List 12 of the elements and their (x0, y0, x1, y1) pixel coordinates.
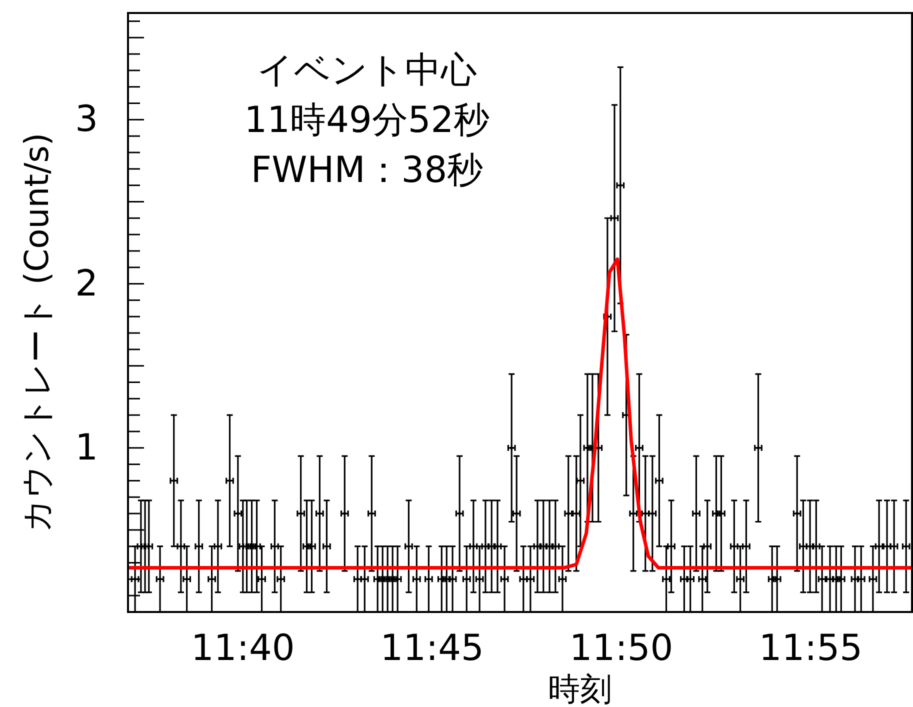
x-tick-label: 11:45 (380, 628, 484, 669)
x-tick-label: 11:40 (191, 628, 295, 669)
y-tick-label: 3 (75, 99, 98, 140)
y-tick-label: 1 (75, 427, 98, 468)
annotation: イベント中心 (257, 50, 477, 91)
y-axis-title: カウントレート (Count/s) (17, 132, 56, 532)
y-tick-label: 2 (75, 263, 98, 304)
annotation: FWHM：38秒 (250, 150, 484, 191)
x-tick-label: 11:50 (569, 628, 674, 669)
x-axis-title: 時刻 (548, 670, 612, 707)
x-tick-label: 11:55 (758, 628, 863, 669)
annotation: 11時49分52秒 (244, 100, 490, 141)
